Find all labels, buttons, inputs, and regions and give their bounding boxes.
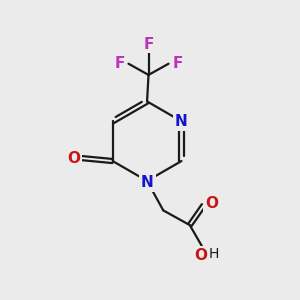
Text: H: H	[209, 247, 219, 261]
Text: O: O	[67, 151, 80, 166]
Text: O: O	[205, 196, 218, 211]
Text: O: O	[194, 248, 207, 263]
Text: F: F	[115, 56, 125, 71]
Text: N: N	[175, 114, 188, 129]
Text: N: N	[141, 175, 153, 190]
Text: F: F	[172, 56, 183, 71]
Text: F: F	[143, 37, 154, 52]
